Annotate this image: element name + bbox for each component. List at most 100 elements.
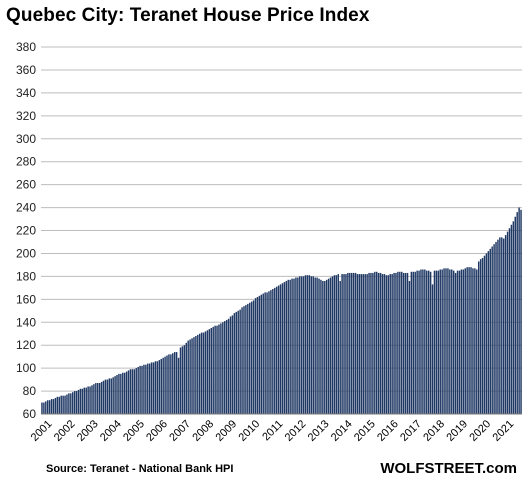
bar [225,319,228,414]
bar [58,396,61,414]
x-tick-label: 2006 [144,418,170,444]
bar [325,279,328,414]
bar [385,275,388,414]
bar [335,275,338,414]
bar [89,386,91,414]
bar [52,399,55,414]
bar [329,277,332,414]
x-tick-label: 2007 [167,418,193,444]
bar [454,272,457,414]
bar [279,284,282,414]
bar [441,269,443,414]
bar [381,274,384,414]
bar [512,221,515,414]
bar [374,271,376,414]
x-tick-label: 2013 [306,418,332,444]
bar [376,271,378,414]
bar [466,267,468,414]
bar [206,330,209,414]
bar [452,270,455,414]
bar [147,363,149,414]
bar [391,274,393,414]
bar [429,271,432,414]
bar [387,275,390,414]
bar [83,387,86,414]
bar [224,321,226,414]
bar [399,271,401,414]
bar [212,326,214,414]
bar [343,274,345,414]
bar [154,361,157,414]
x-tick-label: 2018 [421,418,447,444]
x-tick-label: 2003 [75,418,101,444]
bar [241,307,243,414]
bar [227,318,230,414]
bar [439,269,441,414]
x-tick-label: 2010 [237,418,263,444]
bar [306,275,309,414]
bar [408,280,411,414]
bar [447,268,449,414]
bar [416,270,418,414]
bar [214,325,216,414]
bar [118,373,120,414]
bar [497,239,499,414]
bar [125,371,128,414]
x-tick-label: 2017 [398,418,424,444]
x-tick-label: 2019 [444,418,470,444]
bar [502,238,505,414]
bar [345,274,347,414]
bar [341,274,343,414]
bar [468,267,470,414]
bar [451,269,453,414]
bar [360,274,363,414]
bar [191,338,193,414]
bar [458,270,461,414]
bar [172,353,174,414]
bar [187,340,189,414]
bar [139,365,141,414]
bar [222,322,224,414]
bar [208,329,211,414]
bar [106,379,109,414]
bar [200,332,203,414]
bar [50,399,53,414]
bar [331,276,334,414]
bar [170,354,172,414]
bar [477,261,480,414]
source-note: Source: Teranet - National Bank HPI [46,463,234,475]
bar [393,272,395,414]
bar [104,379,107,414]
bar [108,378,111,414]
bar [418,270,420,414]
bar [150,362,153,414]
bar [299,276,301,414]
bar [443,268,445,414]
x-tick-label: 2016 [375,418,401,444]
bar [437,270,440,414]
bar [339,280,341,414]
x-tick-label: 2001 [29,418,55,444]
bar [366,274,368,414]
bar [337,274,339,414]
x-tick-label: 2002 [52,418,78,444]
bar [148,363,151,414]
bar [270,290,272,414]
bar [93,384,95,414]
bar [302,276,305,414]
gridlines [41,46,522,392]
bar [100,381,103,414]
bar [48,400,51,414]
bar [427,270,430,414]
y-tick-label: 260 [16,178,36,192]
bar [249,302,251,414]
bar [175,352,178,414]
bar [445,268,447,414]
bar [266,292,268,414]
bar [333,275,336,414]
y-tick-label: 140 [16,315,36,329]
bar [135,368,137,414]
bar [204,331,207,414]
bar [60,395,62,414]
bar [264,292,266,414]
